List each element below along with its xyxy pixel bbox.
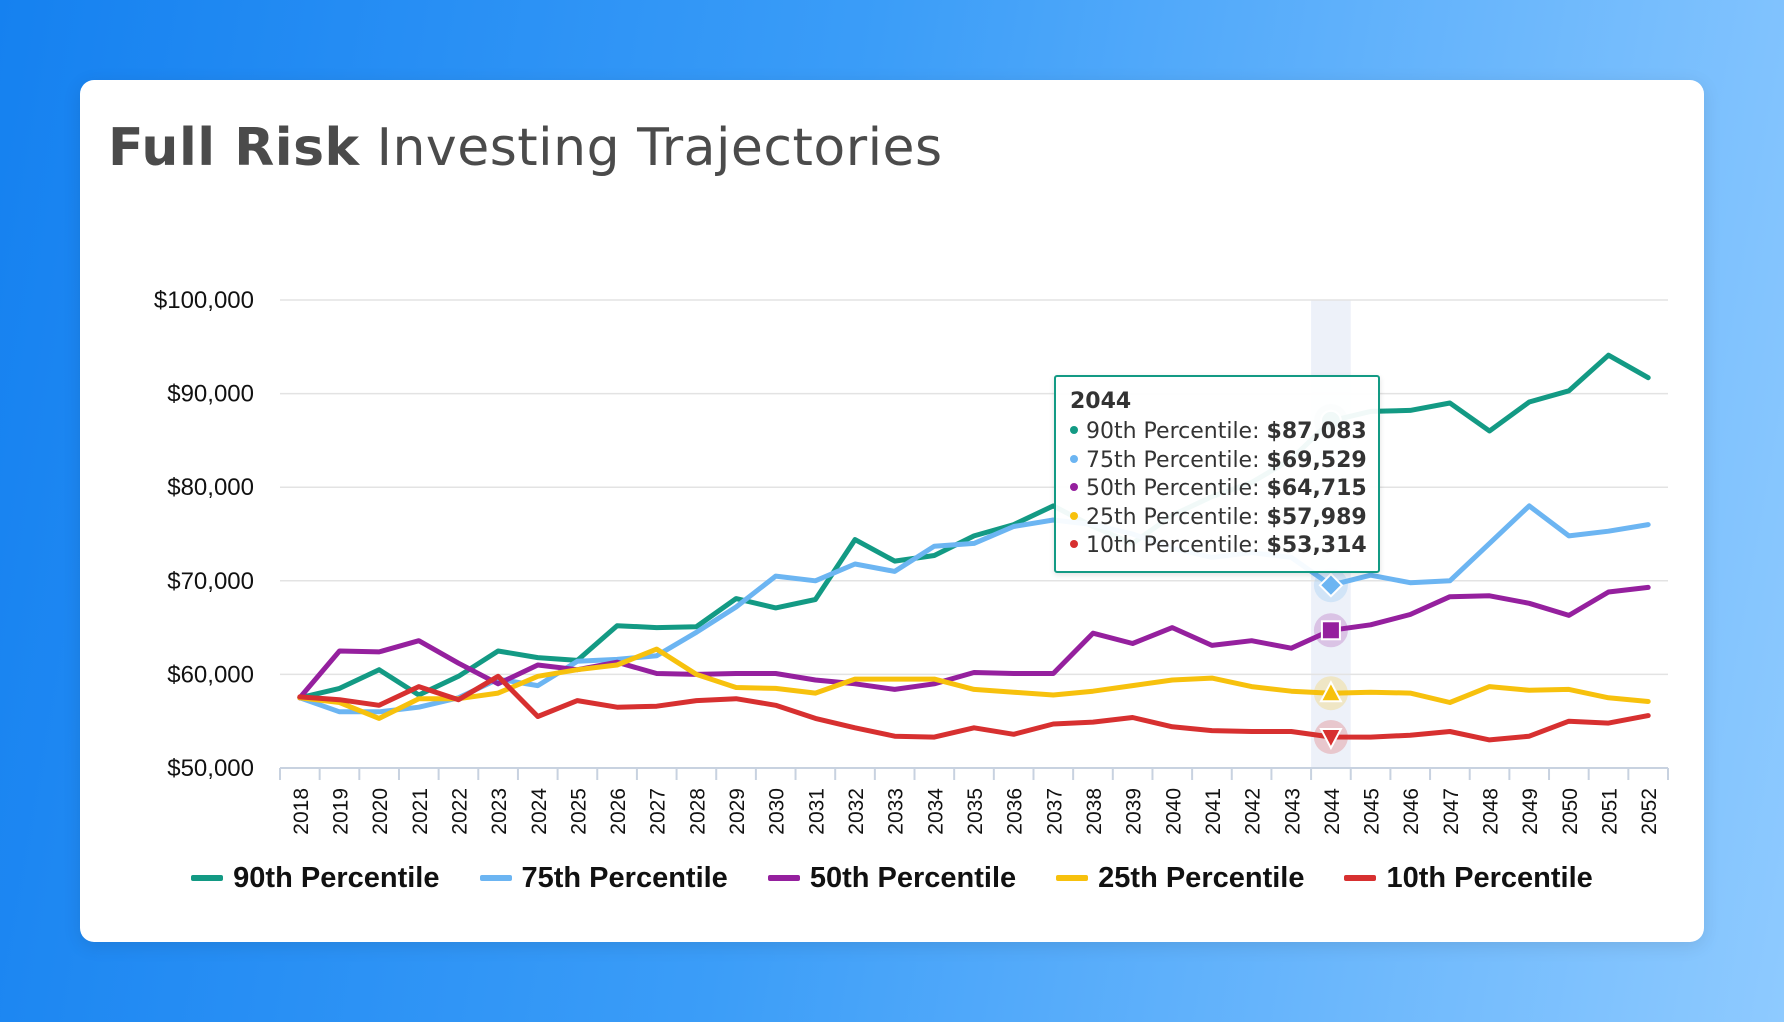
legend-swatch xyxy=(1056,875,1089,881)
x-tick-label: 2033 xyxy=(885,788,908,835)
y-tick-label: $90,000 xyxy=(167,381,254,408)
tooltip-value: $53,314 xyxy=(1266,533,1367,558)
x-tick-label: 2044 xyxy=(1321,788,1344,835)
x-tick-label: 2019 xyxy=(329,788,352,835)
legend-label: 25th Percentile xyxy=(1098,861,1305,894)
x-tick-label: 2030 xyxy=(766,788,789,835)
x-tick-label: 2021 xyxy=(409,788,432,835)
tooltip-value: $64,715 xyxy=(1266,476,1367,501)
legend-swatch xyxy=(767,875,800,881)
legend-item-25th-percentile[interactable]: 25th Percentile xyxy=(1056,862,1304,895)
tooltip-label: 75th Percentile: xyxy=(1086,447,1267,473)
x-tick-label: 2045 xyxy=(1361,788,1384,835)
legend: 90th Percentile 75th Percentile 50th Perce… xyxy=(80,858,1704,898)
x-tick-label: 2024 xyxy=(528,788,551,835)
tooltip-dot-icon xyxy=(1070,426,1078,434)
chart-title: Full Risk Investing Trajectories xyxy=(108,118,943,178)
y-tick-label: $100,000 xyxy=(154,287,254,314)
tooltip-dot-icon xyxy=(1070,511,1078,520)
tooltip-row: 75th Percentile: $69,529 xyxy=(1070,447,1367,476)
x-tick-label: 2039 xyxy=(1123,788,1146,835)
x-tick-label: 2025 xyxy=(567,788,590,835)
chart-title-bold: Full Risk xyxy=(108,118,360,178)
x-tick-label: 2026 xyxy=(607,788,630,835)
x-tick-label: 2042 xyxy=(1242,788,1265,835)
x-tick-label: 2020 xyxy=(369,788,392,835)
x-tick-label: 2046 xyxy=(1400,788,1423,835)
x-tick-label: 2023 xyxy=(488,788,511,835)
x-tick-label: 2049 xyxy=(1519,788,1542,835)
legend-item-10th-percentile[interactable]: 10th Percentile xyxy=(1344,861,1593,895)
x-tick-label: 2048 xyxy=(1480,788,1503,835)
x-tick-label: 2027 xyxy=(647,788,670,835)
x-tick-label: 2047 xyxy=(1440,788,1463,835)
tooltip-row: 10th Percentile: $53,314 xyxy=(1070,532,1367,561)
x-tick-label: 2018 xyxy=(290,788,313,835)
tooltip-value: $87,083 xyxy=(1266,419,1367,444)
tooltip-dot-icon xyxy=(1070,540,1078,548)
y-tick-label: $70,000 xyxy=(167,568,254,595)
x-tick-label: 2050 xyxy=(1559,788,1582,835)
x-tick-label: 2037 xyxy=(1043,788,1066,835)
legend-swatch xyxy=(479,875,512,881)
tooltip-row: 90th Percentile: $87,083 xyxy=(1070,418,1367,447)
x-tick-label: 2038 xyxy=(1083,788,1106,835)
data-point-10th-percentile[interactable] xyxy=(1319,727,1343,751)
series-line-90th-percentile[interactable] xyxy=(297,352,1651,701)
tooltip-row: 25th Percentile: $57,989 xyxy=(1070,504,1367,533)
series-line-50th-percentile[interactable] xyxy=(297,584,1651,701)
line-chart[interactable]: $50,000 $60,000 $70,000 $80,000 $90,000 $100,… xyxy=(80,80,1704,850)
x-tick-label: 2031 xyxy=(805,788,828,835)
data-point-50th-percentile[interactable] xyxy=(1320,620,1341,641)
x-tick-label: 2032 xyxy=(845,788,868,835)
legend-item-75th-percentile[interactable]: 75th Percentile xyxy=(479,861,728,895)
tooltip-label: 90th Percentile: xyxy=(1086,419,1267,444)
series-line-10th-percentile[interactable] xyxy=(297,673,1651,743)
tooltip-label: 10th Percentile: xyxy=(1086,533,1267,558)
x-tick-label: 2028 xyxy=(686,788,709,835)
x-tick-label: 2041 xyxy=(1202,788,1225,835)
tooltip-year: 2044 xyxy=(1070,389,1132,414)
x-tick-label: 2052 xyxy=(1638,788,1661,835)
data-point-75th-percentile[interactable] xyxy=(1318,572,1344,598)
x-tick-label: 2040 xyxy=(1162,788,1185,835)
legend-swatch xyxy=(191,875,224,881)
x-tick-label: 2029 xyxy=(726,788,749,835)
chart-card: Full Risk Investing Trajectories $50,000… xyxy=(80,80,1704,942)
data-point-25th-percentile[interactable] xyxy=(1319,680,1343,703)
legend-item-90th-percentile[interactable]: 90th Percentile xyxy=(191,861,440,895)
x-tick-label: 2051 xyxy=(1599,788,1622,835)
chart-title-rest: Investing Trajectories xyxy=(376,118,943,178)
x-tick-label: 2036 xyxy=(1004,788,1027,835)
legend-label: 75th Percentile xyxy=(521,861,728,894)
tooltip-row: 50th Percentile: $64,715 xyxy=(1070,475,1367,504)
y-tick-label: $60,000 xyxy=(167,661,254,688)
tooltip-value: $57,989 xyxy=(1266,504,1367,530)
legend-label: 50th Percentile xyxy=(809,861,1017,894)
tooltip-label: 25th Percentile: xyxy=(1086,504,1267,530)
legend-label: 10th Percentile xyxy=(1386,861,1593,894)
x-tick-label: 2035 xyxy=(964,788,987,835)
tooltip-value: $69,529 xyxy=(1266,447,1367,473)
legend-swatch xyxy=(1344,875,1377,881)
x-tick-label: 2022 xyxy=(448,788,471,835)
y-tick-label: $80,000 xyxy=(167,474,254,501)
legend-item-50th-percentile[interactable]: 50th Percentile xyxy=(767,861,1017,895)
x-tick-label: 2034 xyxy=(924,788,947,835)
tooltip-dot-icon xyxy=(1070,483,1078,491)
series-line-25th-percentile[interactable] xyxy=(297,646,1651,721)
x-tick-label: 2043 xyxy=(1281,788,1304,835)
hover-tooltip: 2044 90th Percentile: $87,083 75th Percen… xyxy=(1054,375,1380,573)
legend-label: 90th Percentile xyxy=(233,861,440,894)
tooltip-dot-icon xyxy=(1070,454,1078,463)
y-tick-label: $50,000 xyxy=(167,755,254,782)
tooltip-label: 50th Percentile: xyxy=(1086,476,1267,501)
